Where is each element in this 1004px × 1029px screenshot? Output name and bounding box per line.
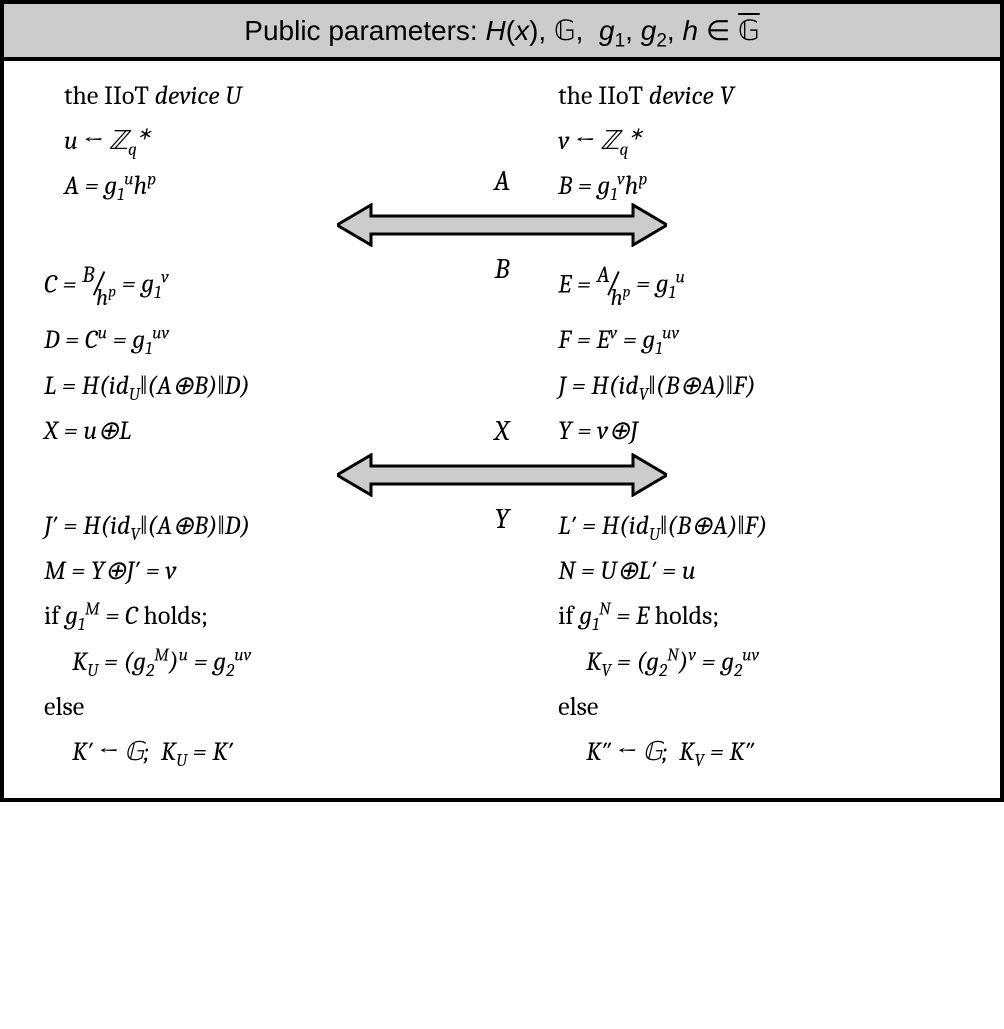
right-title-prefix: the IIoT <box>558 81 649 111</box>
left-column-3: J′ = H(idV‖(A⊕B)‖D) M = Y⊕J′ = v if g1M … <box>34 511 446 768</box>
header-prefix: Public parameters: <box>244 15 485 46</box>
left-title: the IIoT device U <box>64 81 446 112</box>
right-eq-KV: KV = (g2N)v = g2uv <box>558 647 970 678</box>
row-block-3: J′ = H(idV‖(A⊕B)‖D) M = Y⊕J′ = v if g1M … <box>34 511 970 768</box>
left-eq-C: C = B∕hp = g1v <box>44 261 446 312</box>
left-eq-D: D = Cu = g1uv <box>44 325 446 356</box>
right-eq-N: N = U⊕L′ = u <box>558 556 970 587</box>
right-eq-F: F = Ev = g1uv <box>558 325 970 356</box>
right-title-device: device V <box>649 81 734 111</box>
left-eq-L: L = H(idU‖(A⊕B)‖D) <box>44 371 446 402</box>
right-eq-v: v ← ℤq∗ <box>558 126 970 157</box>
left-eq-Jprime: J′ = H(idV‖(A⊕B)‖D) <box>44 511 446 542</box>
right-title: the IIoT device V <box>558 81 970 112</box>
if-keyword: if <box>44 601 65 631</box>
left-if-suffix: holds; <box>138 601 208 631</box>
if-keyword: if <box>558 601 579 631</box>
left-if: if g1M = C holds; <box>44 601 446 632</box>
right-eq-Lprime: L′ = H(idU‖(B⊕A)‖F) <box>558 511 970 542</box>
left-eq-Kprime: K′ ← 𝔾; KU = K′ <box>44 737 446 768</box>
double-arrow-icon <box>337 203 667 247</box>
body-area: the IIoT device U u ← ℤq∗ A = g1uhp the … <box>4 61 1000 798</box>
header-bar: Public parameters: H(x), 𝔾, g1, g2, h ∈ … <box>4 4 1000 61</box>
left-title-prefix: the IIoT <box>64 81 155 111</box>
right-if-body: g1N = E <box>579 601 649 631</box>
protocol-diagram: Public parameters: H(x), 𝔾, g1, g2, h ∈ … <box>0 0 1004 802</box>
fraction-icon: B∕hp <box>82 261 116 312</box>
left-eq-u: u ← ℤq∗ <box>64 126 446 157</box>
left-eq-M: M = Y⊕J′ = v <box>44 556 446 587</box>
left-title-device: device U <box>155 81 242 111</box>
right-column-3: L′ = H(idU‖(B⊕A)‖F) N = U⊕L′ = u if g1N … <box>558 511 970 768</box>
right-eq-E-suffix: = g1u <box>630 269 684 299</box>
left-eq-C-suffix: = g1v <box>116 269 169 299</box>
arrow2-top-label: X <box>494 415 509 447</box>
right-eq-E-prefix: E = <box>558 269 596 299</box>
right-else: else <box>558 692 970 723</box>
right-eq-Kdprime: K″ ← 𝔾; KV = K″ <box>558 737 970 768</box>
right-if-suffix: holds; <box>649 601 719 631</box>
left-if-body: g1M = C <box>65 601 138 631</box>
arrow1-top-label: A <box>494 165 510 197</box>
left-eq-C-prefix: C = <box>44 269 82 299</box>
right-if: if g1N = E holds; <box>558 601 970 632</box>
left-else: else <box>44 692 446 723</box>
right-eq-E: E = A∕hp = g1u <box>558 261 970 312</box>
double-arrow-icon <box>337 453 667 497</box>
fraction-icon: A∕hp <box>597 261 631 312</box>
right-eq-J: J = H(idV‖(B⊕A)‖F) <box>558 371 970 402</box>
left-eq-KU: KU = (g2M)u = g2uv <box>44 647 446 678</box>
header-params: H(x), 𝔾, g1, g2, h ∈ 𝔾 <box>486 15 760 46</box>
